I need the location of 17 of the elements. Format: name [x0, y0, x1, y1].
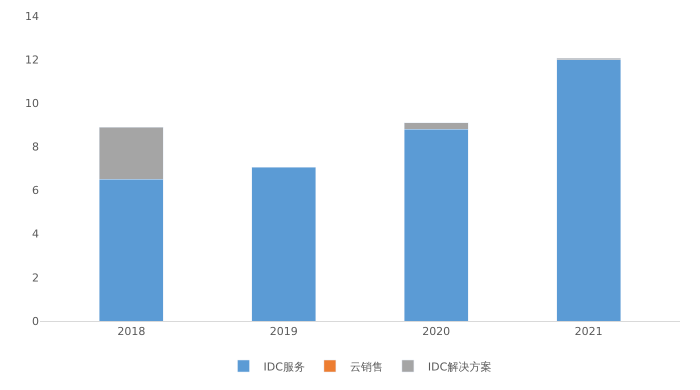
- bar: [556, 59, 621, 321]
- y-tick-label: 6: [32, 184, 39, 198]
- bar: [252, 167, 316, 321]
- legend-label: IDC服务: [264, 360, 305, 374]
- legend-label: IDC解决方案: [428, 360, 492, 374]
- x-tick-label: 2019: [270, 325, 298, 338]
- y-tick-label: 8: [32, 140, 39, 154]
- y-tick-label: 14: [25, 10, 39, 23]
- y-tick-label: 12: [25, 53, 39, 66]
- legend-label: 云销售: [350, 360, 383, 374]
- x-tick-label: 2018: [117, 325, 146, 338]
- x-tick-label: 2020: [422, 325, 450, 338]
- y-tick-label: 10: [25, 96, 39, 110]
- y-tick-label: 4: [32, 228, 39, 241]
- x-tick-label: 2021: [574, 325, 603, 338]
- y-tick-label: 2: [32, 271, 39, 284]
- y-tick-label: 0: [32, 314, 39, 328]
